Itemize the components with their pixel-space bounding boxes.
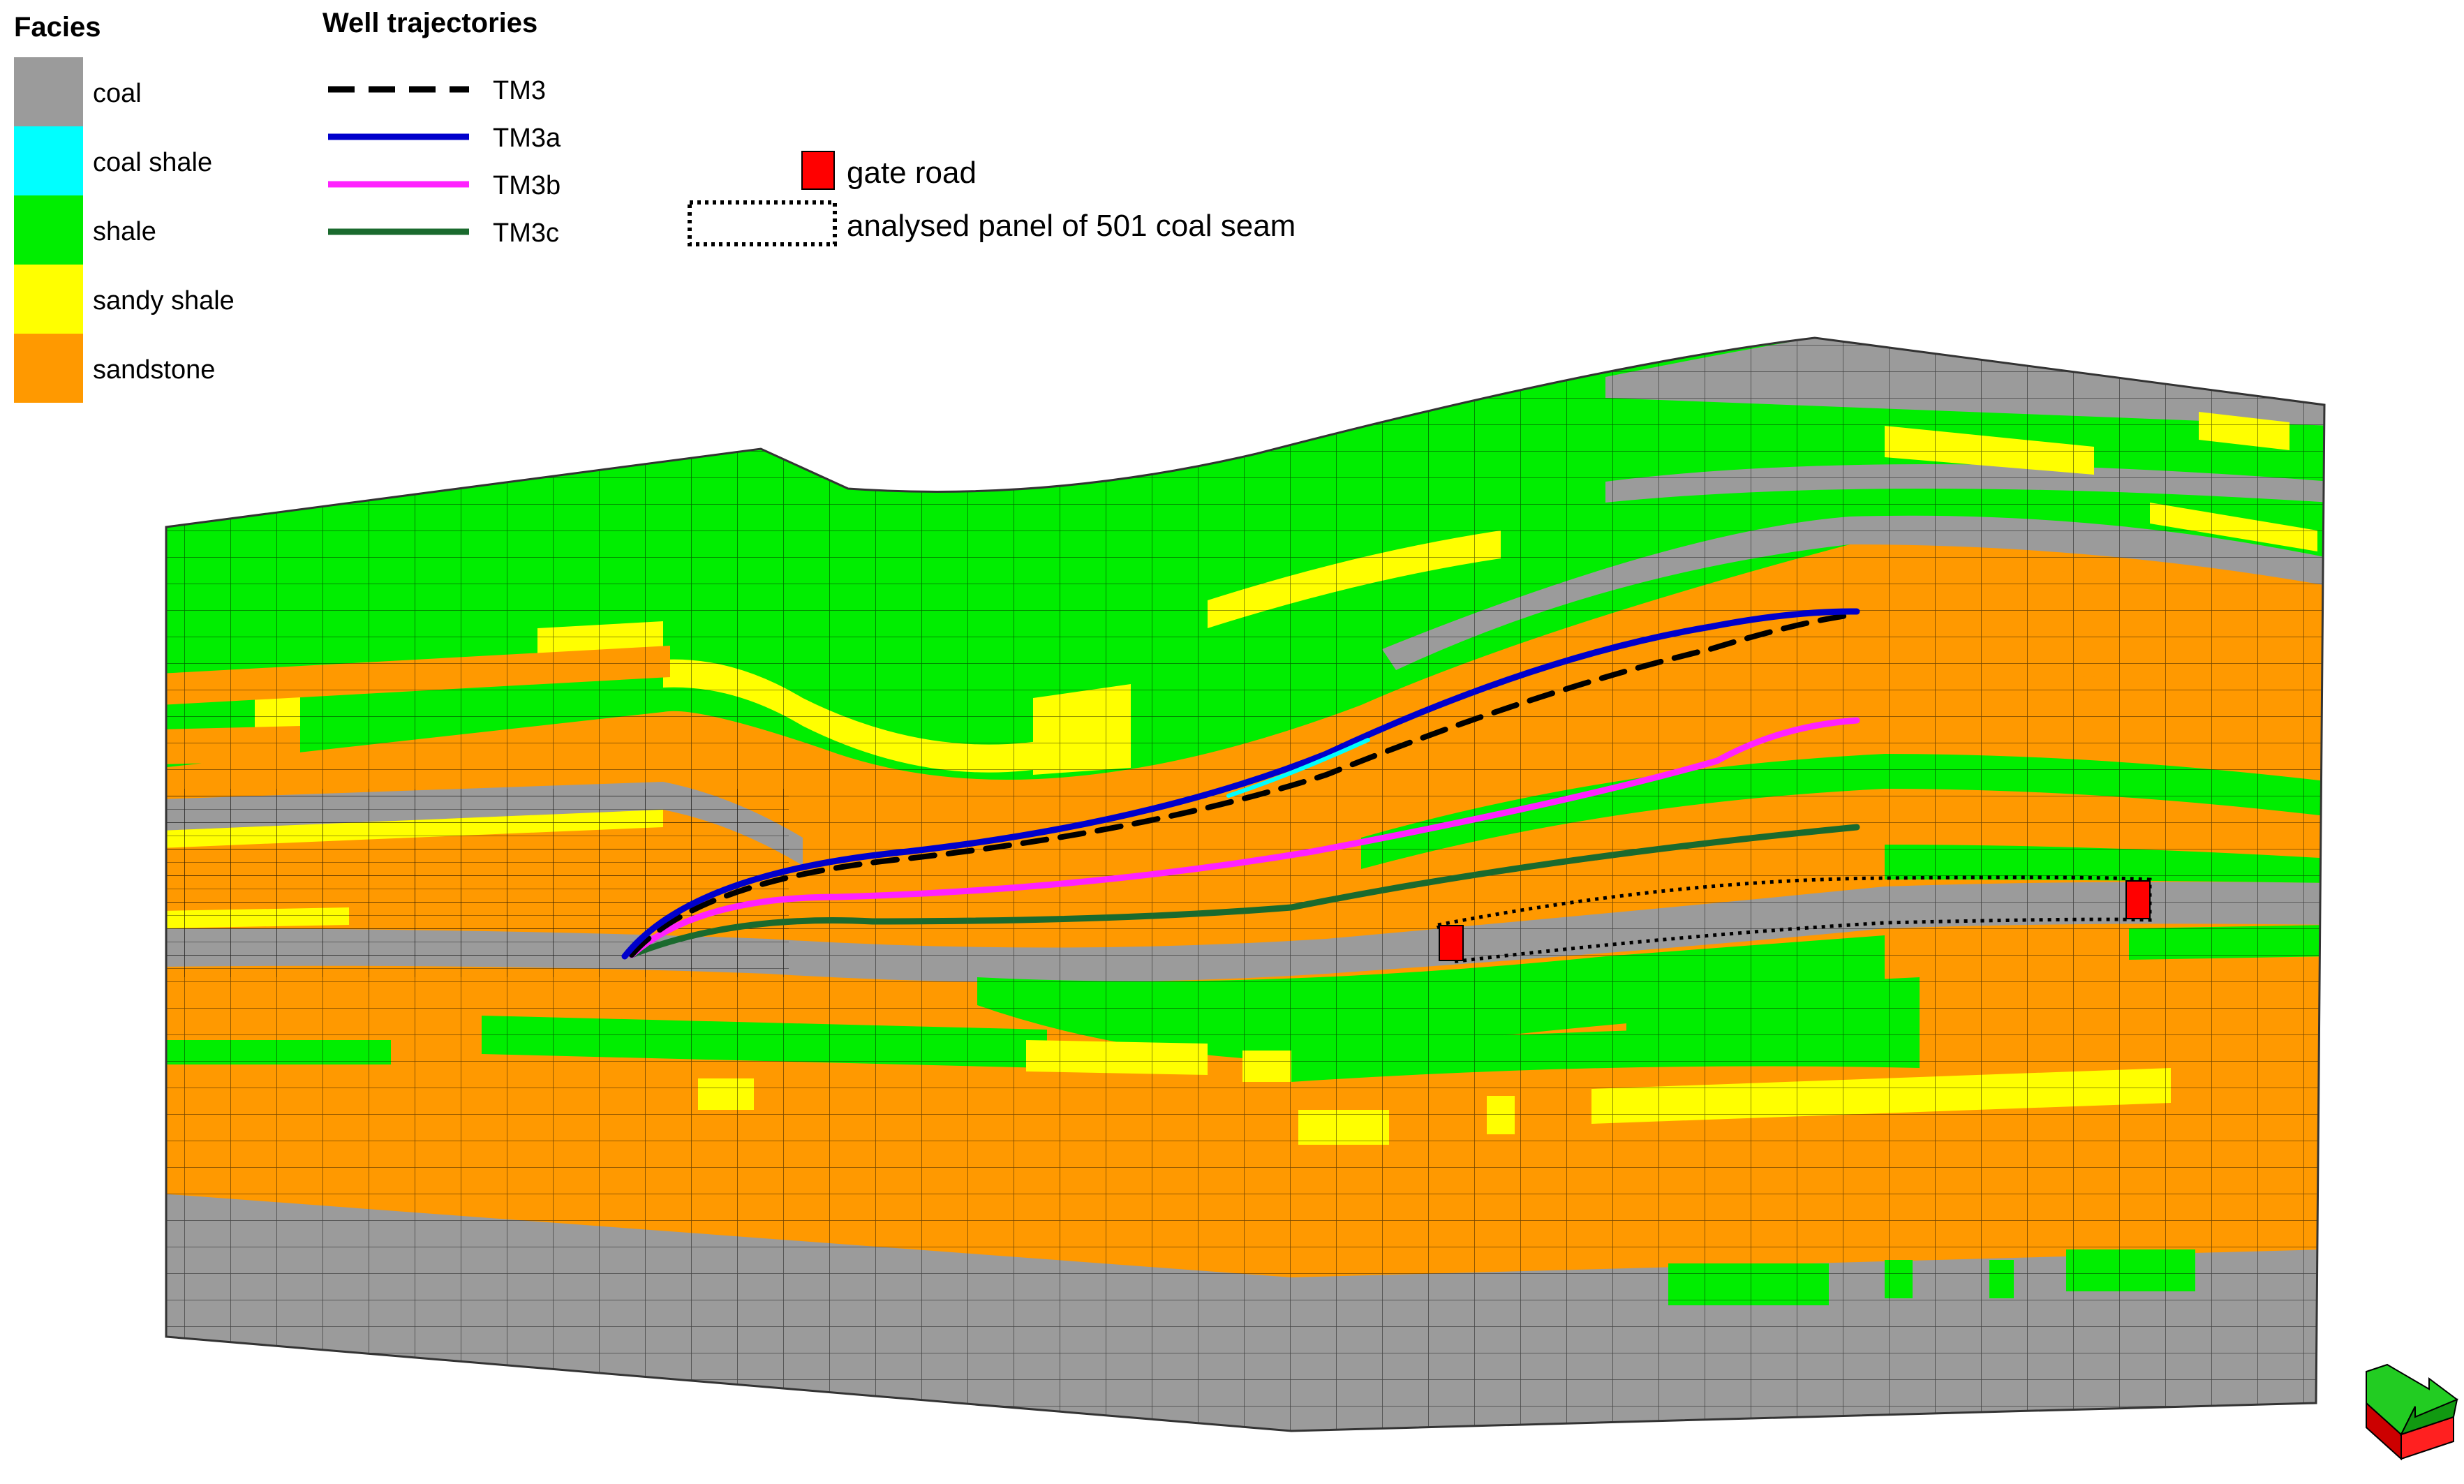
well-tm3c-path xyxy=(628,824,1860,958)
panel-legend-label: analysed panel of 501 coal seam xyxy=(847,209,1296,243)
well-tm3-path xyxy=(629,611,1860,958)
well-legend-label-tm3a: TM3a xyxy=(493,124,561,153)
gate-road-right xyxy=(2125,880,2151,919)
features-legend: gate road analysed panel of 501 coal sea… xyxy=(688,151,1296,246)
panel-legend-swatch xyxy=(688,200,837,246)
facies-label-sandstone: sandstone xyxy=(93,355,215,385)
model-outline xyxy=(165,336,2326,1432)
well-tm3b-path xyxy=(628,717,1860,958)
well-tm3a-path xyxy=(621,608,1860,960)
facies-label-sandy-shale: sandy shale xyxy=(93,286,235,316)
facies-legend-title: Facies xyxy=(14,12,101,43)
facies-swatch-coal-shale xyxy=(14,126,83,195)
facies-label-coal-shale: coal shale xyxy=(93,148,212,177)
gate-road-left xyxy=(1439,925,1464,961)
wells-legend: Well trajectories TM3 TM3a TM3b TM3c xyxy=(322,8,561,248)
well-legend-label-tm3c: TM3c xyxy=(493,218,559,248)
well-trajectories xyxy=(621,608,1860,960)
gate-road-legend-swatch xyxy=(801,151,835,190)
well-legend-label-tm3: TM3 xyxy=(493,76,546,105)
coal-shale-segment xyxy=(1226,738,1370,798)
facies-swatch-shale xyxy=(14,195,83,265)
wells-legend-title: Well trajectories xyxy=(322,8,537,38)
gate-road-legend-label: gate road xyxy=(847,156,977,190)
facies-swatch-coal xyxy=(14,57,83,126)
facies-legend: Facies coal coal shale shale sandy shale san… xyxy=(14,12,235,403)
3d-axis-arrow-icon xyxy=(2366,1363,2458,1461)
facies-model-block xyxy=(166,338,2324,1431)
facies-label-shale: shale xyxy=(93,217,156,246)
analysed-panel xyxy=(1435,875,2152,964)
facies-label-coal: coal xyxy=(93,79,142,108)
well-legend-label-tm3b: TM3b xyxy=(493,171,561,200)
facies-swatch-sandstone xyxy=(14,334,83,403)
facies-swatch-sandy-shale xyxy=(14,265,83,334)
